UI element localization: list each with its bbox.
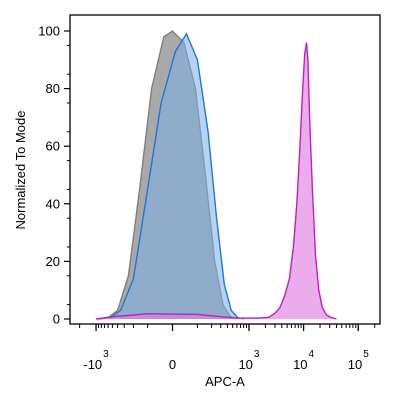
- x-tick-label: 104: [293, 349, 314, 372]
- x-axis: -103 0 103 104 105: [79, 324, 376, 372]
- series-2-line: [98, 32, 244, 320]
- x-tick-label: 105: [348, 349, 369, 372]
- y-tick-label: 60: [46, 139, 60, 154]
- y-tick-label: 80: [46, 81, 60, 96]
- series-3-line: [95, 42, 337, 320]
- y-tick-label: 40: [46, 196, 60, 211]
- series-layer: [95, 30, 337, 320]
- plot-frame: [69, 14, 381, 325]
- series-3-area: [96, 42, 337, 319]
- series-2-area: [98, 33, 244, 320]
- y-axis: 0 20 40 60 80 100: [38, 24, 70, 327]
- x-tick-label: 0: [169, 357, 176, 372]
- x-tick-label: -103: [83, 349, 109, 372]
- y-tick-label: 100: [38, 24, 60, 39]
- y-tick-label: 0: [53, 312, 60, 327]
- y-axis-label: Normalized To Mode: [13, 111, 28, 230]
- x-tick-label: 103: [238, 349, 259, 372]
- y-tick-label: 20: [46, 254, 60, 269]
- x-axis-label: APC-A: [205, 374, 245, 389]
